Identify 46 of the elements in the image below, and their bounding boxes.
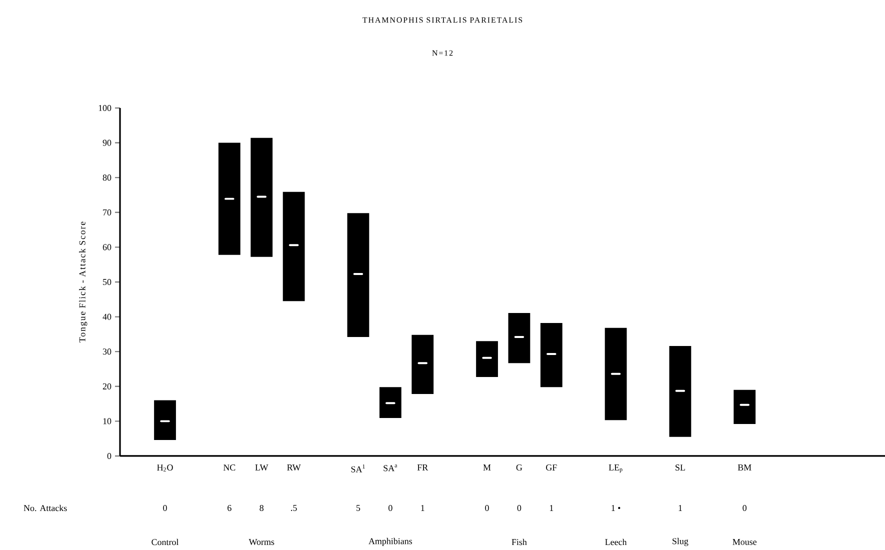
- text: Amphibians: [368, 538, 412, 546]
- y-tick-label: 80: [102, 174, 112, 181]
- text: 0: [388, 504, 392, 512]
- x-tick-label: LE$_{p}$: [608, 464, 622, 473]
- x-tick-label: SA$^{1}$: [351, 464, 365, 472]
- y-tick-label: 50: [103, 278, 112, 286]
- text: Slug: [672, 538, 688, 546]
- text: No. Attacks: [24, 504, 67, 512]
- x-tick-label: NC: [223, 464, 236, 471]
- y-tick-label: 40: [102, 314, 112, 320]
- y-tick-label: 0: [107, 452, 112, 460]
- y-tick-label: 70: [103, 209, 112, 216]
- text: Control: [152, 538, 179, 546]
- text: .5: [291, 504, 297, 511]
- x-tick-label: M: [483, 464, 491, 470]
- x-tick-label: G: [516, 464, 522, 471]
- x-tick-label: RW: [287, 464, 301, 471]
- x-tick-label: SL: [676, 464, 685, 471]
- text: Leech: [605, 538, 627, 546]
- y-tick-label: 60: [102, 244, 112, 250]
- text: Mouse: [732, 539, 756, 545]
- text: 0: [517, 504, 522, 512]
- text: 0: [742, 504, 747, 512]
- y-tick-label: 10: [103, 418, 112, 424]
- text: 1: [421, 505, 424, 511]
- y-tick-label: 20: [102, 383, 112, 390]
- x-tick-label: GF: [546, 464, 557, 471]
- x-tick-label: SA$^{a}$: [384, 464, 398, 472]
- text: 1 •: [612, 505, 620, 511]
- y-tick-label: 100: [98, 104, 112, 112]
- x-tick-label: BM: [738, 464, 752, 470]
- text: 0: [163, 504, 167, 512]
- x-tick-label: H$_{2}$O: [157, 464, 173, 472]
- y-tick-label: 90: [102, 140, 112, 146]
- text: Worms: [248, 538, 274, 545]
- text: 6: [228, 504, 232, 512]
- text: 5: [356, 505, 360, 511]
- y-axis-title: Tongue Flick - Attack Score: [79, 222, 88, 342]
- text: 1: [678, 505, 682, 511]
- x-tick-label: FR: [417, 464, 428, 470]
- x-tick-label: LW: [255, 464, 268, 471]
- text: 0: [485, 504, 489, 512]
- y-tick-label: 30: [102, 348, 112, 355]
- text: Fish: [512, 538, 527, 546]
- text: 1: [550, 505, 554, 511]
- text: 8: [260, 504, 264, 512]
